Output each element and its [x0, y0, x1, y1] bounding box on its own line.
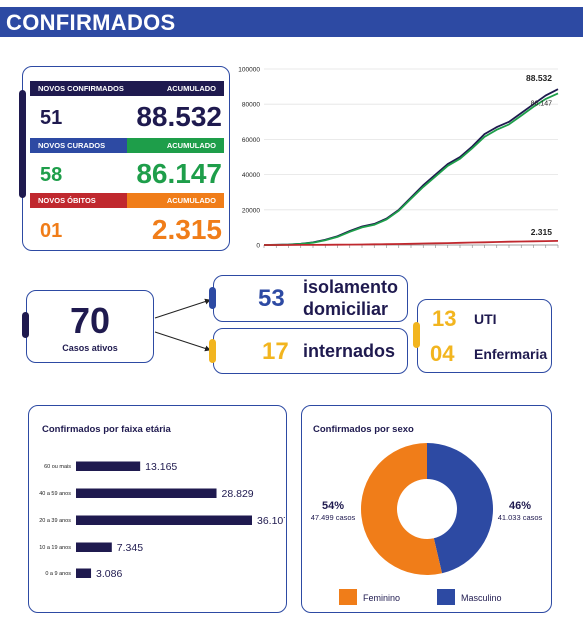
age-bar [76, 515, 252, 525]
cured-band: NOVOS CURADOS ACUMULADO [30, 138, 224, 153]
confirmed-new-label: NOVOS CONFIRMADOS [38, 84, 124, 93]
age-value-label: 3.086 [96, 568, 122, 580]
confirmed-new-value: 51 [40, 107, 63, 129]
y-tick-label: 60000 [242, 137, 260, 144]
ward-label: Enfermaria [474, 346, 548, 362]
donut-slice [361, 443, 443, 575]
series-line [263, 88, 559, 246]
age-bar [76, 488, 217, 498]
summary-accent-bar [19, 90, 26, 198]
hospital-breakdown-accent [413, 322, 420, 348]
y-tick-label: 80000 [242, 102, 260, 109]
y-tick-label: 40000 [242, 172, 260, 179]
confirmed-band: NOVOS CONFIRMADOS ACUMULADO [30, 81, 224, 96]
age-chart-card [28, 405, 287, 613]
age-value-label: 28.829 [222, 488, 254, 500]
deaths-band: NOVOS ÓBITOS ACUMULADO [30, 193, 224, 208]
hospitalized-value: 17 [262, 338, 289, 365]
age-bar-chart: 60 ou mais 13.165 40 a 59 anos 28.829 20 a 3… [39, 461, 285, 580]
age-category-label: 60 ou mais [44, 464, 71, 470]
isolation-value: 53 [258, 285, 285, 312]
hospitalized-accent [209, 339, 216, 363]
slice-count-label: 41.033 casos [498, 513, 543, 522]
header-bar [0, 7, 583, 37]
age-value-label: 13.165 [145, 461, 177, 473]
age-value-label: 7.345 [117, 542, 143, 554]
age-category-label: 40 a 59 anos [39, 491, 71, 497]
series-line [264, 240, 559, 246]
page-title: CONFIRMADOS [6, 10, 176, 35]
hospitalized-label: internados [303, 341, 396, 361]
confirmed-acc-label: ACUMULADO [166, 84, 216, 93]
hospitalized-card [213, 328, 408, 374]
legend-label: Feminino [363, 593, 400, 603]
active-total-accent [22, 312, 29, 338]
slice-count-label: 47.499 casos [311, 513, 356, 522]
active-total-card [26, 290, 154, 363]
isolation-accent [209, 287, 216, 309]
deaths-acc-label: ACUMULADO [166, 196, 216, 205]
isolation-card [213, 275, 408, 322]
series-line [263, 92, 559, 246]
cumulative-line-chart: 100000 80000 60000 40000 20000 0 88.532 86.147 2… [238, 67, 559, 250]
ward-value: 04 [430, 341, 455, 366]
age-bar [76, 542, 112, 552]
deaths-new-label: NOVOS ÓBITOS [38, 196, 96, 205]
age-value-label: 36.107 [257, 515, 285, 527]
donut-slice [427, 443, 493, 574]
y-tick-label: 20000 [242, 207, 260, 214]
cured-new-label: NOVOS CURADOS [38, 141, 106, 150]
icu-label: UTI [474, 311, 497, 327]
deaths-new-value: 01 [40, 220, 63, 242]
age-bar [76, 568, 92, 578]
series-end-label: 88.532 [526, 73, 552, 83]
series-end-label: 86.147 [531, 100, 553, 107]
deaths-acc-value: 2.315 [151, 214, 222, 245]
isolation-label-line2: domiciliar [303, 299, 389, 319]
active-total-label: Casos ativos [62, 343, 118, 353]
age-category-label: 0 a 9 anos [45, 571, 71, 577]
sex-chart-card [301, 405, 552, 613]
age-chart-title: Confirmados por faixa etária [42, 424, 171, 435]
age-category-label: 10 a 19 anos [39, 545, 71, 551]
series-end-label: 2.315 [531, 227, 553, 237]
summary-card [22, 66, 230, 251]
hospital-breakdown-card [417, 299, 552, 373]
arrow-to-isolation [154, 298, 211, 319]
sex-chart-title: Confirmados por sexo [313, 424, 414, 435]
cured-acc-value: 86.147 [136, 158, 222, 189]
connector-arrows [154, 298, 211, 352]
legend-label: Masculino [461, 593, 502, 603]
cured-acc-label: ACUMULADO [166, 141, 216, 150]
isolation-label-line1: isolamento [303, 277, 399, 297]
slice-percent-label: 54% [322, 500, 344, 512]
legend-swatch [339, 589, 357, 605]
icu-value: 13 [432, 306, 457, 331]
y-tick-label: 100000 [238, 67, 260, 74]
sex-donut-chart: 54%47.499 casos 46%41.033 casos Feminino Ma… [311, 443, 543, 605]
age-category-label: 20 a 39 anos [39, 518, 71, 524]
confirmed-acc-value: 88.532 [136, 101, 222, 132]
cured-new-value: 58 [40, 164, 63, 186]
y-tick-label: 0 [256, 243, 260, 250]
legend-swatch [437, 589, 455, 605]
arrow-to-hospitalized [154, 331, 211, 352]
age-bar [76, 461, 141, 471]
active-total-value: 70 [69, 300, 111, 341]
slice-percent-label: 46% [509, 500, 531, 512]
